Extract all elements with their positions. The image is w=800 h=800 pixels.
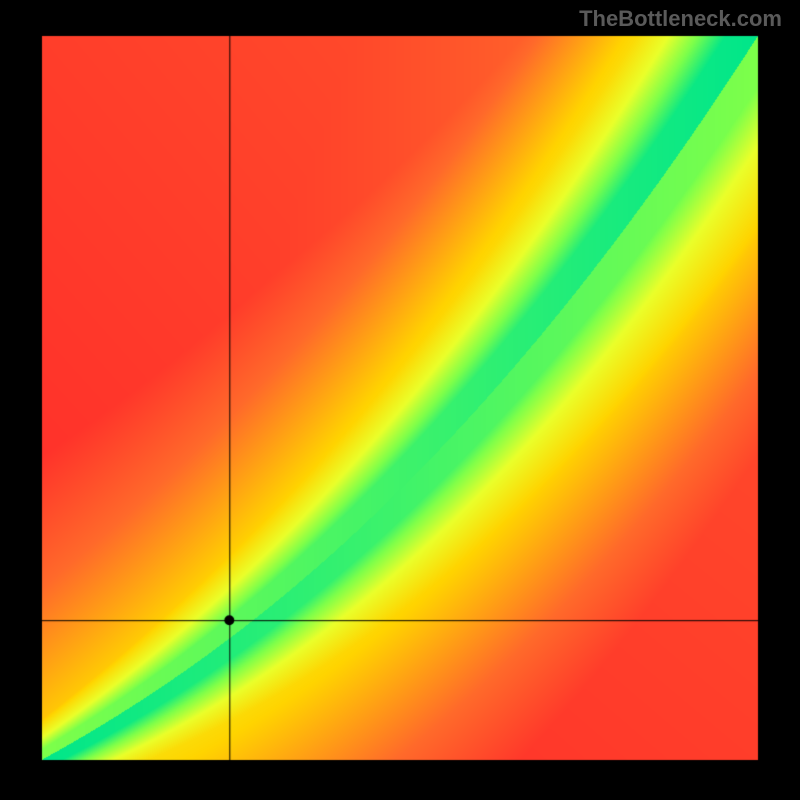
chart-container: TheBottleneck.com (0, 0, 800, 800)
heatmap-canvas (0, 0, 800, 800)
watermark-text: TheBottleneck.com (579, 6, 782, 32)
